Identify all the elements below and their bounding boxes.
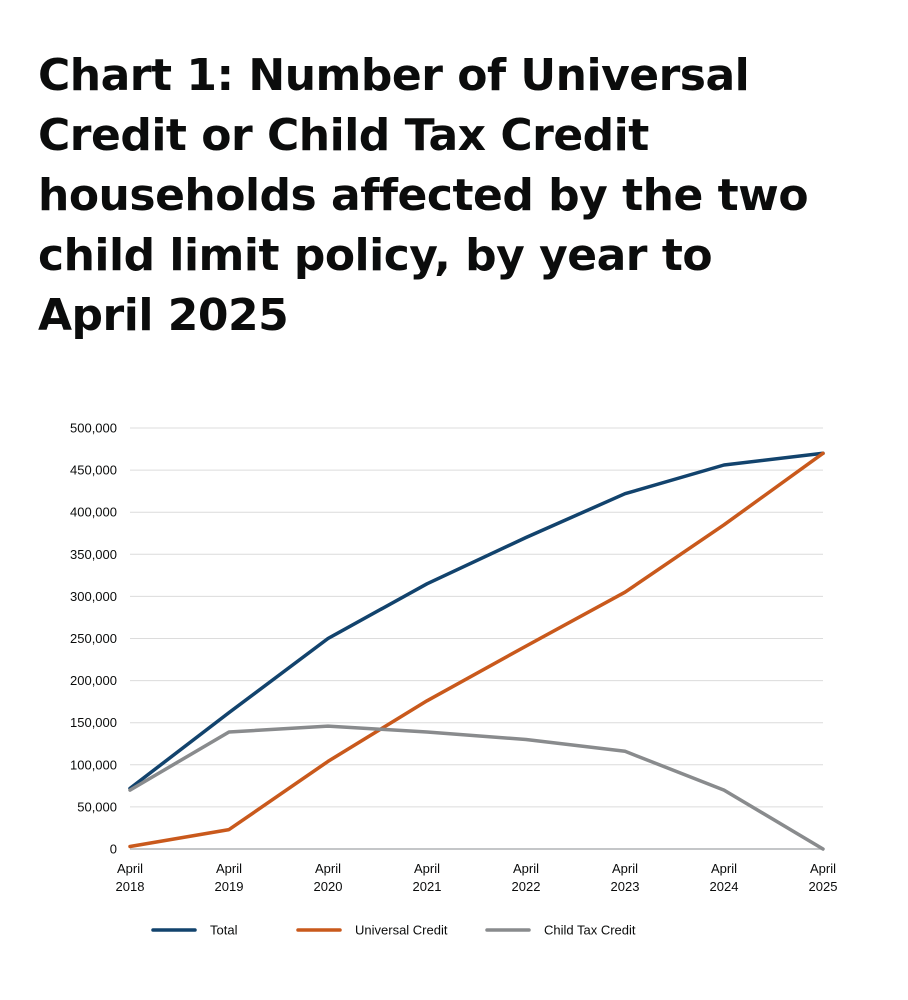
x-tick-label: April 2020 xyxy=(314,861,343,894)
legend-item-universal-credit: Universal Credit xyxy=(296,923,448,938)
page-title: Chart 1: Number of Universal Credit or C… xyxy=(38,50,809,341)
legend-label: Total xyxy=(210,923,238,938)
y-tick-label: 250,000 xyxy=(70,631,117,646)
y-tick-label: 100,000 xyxy=(70,757,117,772)
y-tick-label: 400,000 xyxy=(70,505,117,520)
line-chart: 0 50,000 100,000 150,000 200,000 250,000 300,0… xyxy=(70,421,838,938)
x-axis-ticks: April 2018 April 2019 April 2020 April 2021 Apri… xyxy=(116,861,838,894)
gridlines xyxy=(130,427,823,850)
legend-item-child-tax-credit: Child Tax Credit xyxy=(485,923,636,938)
y-tick-label: 50,000 xyxy=(77,799,117,814)
legend-item-total: Total xyxy=(151,923,238,938)
y-tick-label: 300,000 xyxy=(70,589,117,604)
y-axis-ticks: 0 50,000 100,000 150,000 200,000 250,000 300,0… xyxy=(70,421,117,857)
x-tick-label: April 2022 xyxy=(512,861,541,894)
series-line-universal-credit xyxy=(128,451,825,849)
legend-label: Universal Credit xyxy=(355,923,448,938)
x-tick-label: April 2019 xyxy=(215,861,244,894)
x-tick-label: April 2023 xyxy=(611,861,640,894)
legend: Total Universal Credit Child Tax Credit xyxy=(151,923,636,938)
y-tick-label: 200,000 xyxy=(70,673,117,688)
series-lines xyxy=(128,451,825,851)
x-tick-label: April 2024 xyxy=(710,861,739,894)
legend-label: Child Tax Credit xyxy=(544,923,636,938)
x-tick-label: April 2021 xyxy=(413,861,442,894)
y-tick-label: 0 xyxy=(110,842,117,857)
x-tick-label: April 2025 xyxy=(809,861,838,894)
y-tick-label: 350,000 xyxy=(70,547,117,562)
y-tick-label: 150,000 xyxy=(70,715,117,730)
series-line-total xyxy=(128,451,825,791)
x-tick-label: April 2018 xyxy=(116,861,145,894)
series-line-child-tax-credit xyxy=(128,724,825,851)
y-tick-label: 450,000 xyxy=(70,463,117,478)
y-tick-label: 500,000 xyxy=(70,421,117,436)
